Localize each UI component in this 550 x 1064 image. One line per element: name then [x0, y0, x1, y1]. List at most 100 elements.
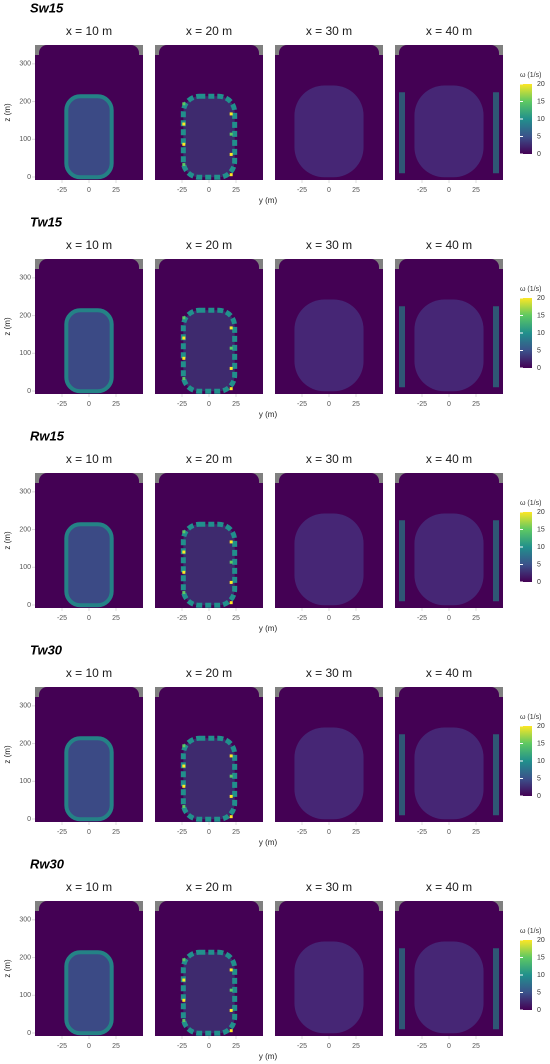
- speck: [182, 377, 186, 381]
- x-tick-label: 25: [352, 187, 360, 194]
- x-tick-label: 25: [112, 1043, 120, 1050]
- plume: [414, 299, 484, 392]
- x-tick-label: -25: [417, 401, 427, 408]
- speck: [182, 998, 186, 1002]
- edge: [493, 306, 499, 388]
- colorbar-tick-label: 15: [537, 954, 545, 961]
- plume: [64, 736, 114, 822]
- panel-title: x = 30 m: [306, 24, 352, 38]
- panel-title: x = 20 m: [186, 24, 232, 38]
- plume: [64, 308, 114, 394]
- panel-title: x = 10 m: [66, 880, 112, 894]
- x-tick-label: 0: [327, 187, 331, 194]
- y-tick-label: 100: [19, 992, 31, 999]
- plume: [294, 941, 364, 1034]
- x-axis-label: y (m): [259, 838, 278, 847]
- x-tick-label: 25: [232, 401, 240, 408]
- y-tick-label: 200: [19, 740, 31, 747]
- colorbar-tick-label: 5: [537, 347, 541, 354]
- y-tick-label: 0: [27, 1030, 31, 1037]
- x-tick-label: 0: [447, 615, 451, 622]
- x-tick-label: -25: [57, 1043, 67, 1050]
- speck: [182, 1019, 186, 1023]
- x-tick-label: 25: [352, 401, 360, 408]
- x-tick-label: -25: [297, 615, 307, 622]
- plume: [180, 307, 238, 394]
- y-tick-label: 300: [19, 489, 31, 496]
- speck: [229, 560, 233, 564]
- speck: [182, 570, 186, 574]
- x-tick-label: 0: [207, 615, 211, 622]
- y-axis-label: z (m): [3, 531, 12, 550]
- x-tick-label: 0: [87, 829, 91, 836]
- colorbar-title: ω (1/s): [520, 72, 541, 79]
- y-tick-label: 0: [27, 816, 31, 823]
- panel-title: x = 30 m: [306, 452, 352, 466]
- panel-title: x = 40 m: [426, 452, 472, 466]
- plume: [414, 85, 484, 178]
- colorbar-tick-label: 15: [537, 312, 545, 319]
- panel-title: x = 20 m: [186, 880, 232, 894]
- speck: [229, 815, 233, 819]
- x-axis-label: y (m): [259, 196, 278, 205]
- x-tick-label: -25: [417, 615, 427, 622]
- y-tick-label: 200: [19, 954, 31, 961]
- colorbar-tick-label: 0: [537, 579, 541, 586]
- x-tick-label: 25: [112, 401, 120, 408]
- edge: [399, 92, 405, 174]
- colorbar-title: ω (1/s): [520, 714, 541, 721]
- x-tick-label: -25: [177, 615, 187, 622]
- y-tick-label: 100: [19, 564, 31, 571]
- plume: [414, 513, 484, 606]
- speck: [182, 336, 186, 340]
- x-axis-label: y (m): [259, 410, 278, 419]
- colorbar-tick-label: 20: [537, 723, 545, 730]
- colorbar-tick-label: 15: [537, 98, 545, 105]
- panel-title: x = 20 m: [186, 666, 232, 680]
- colorbar-tick-label: 15: [537, 740, 545, 747]
- colorbar-tick-label: 10: [537, 758, 545, 765]
- x-tick-label: -25: [177, 829, 187, 836]
- speck: [229, 326, 233, 330]
- speck: [182, 744, 186, 748]
- plume: [64, 522, 114, 608]
- colorbar-tick-label: 5: [537, 989, 541, 996]
- x-tick-label: -25: [297, 1043, 307, 1050]
- y-axis-label: z (m): [3, 745, 12, 764]
- x-tick-label: 0: [87, 187, 91, 194]
- x-axis-label: y (m): [259, 624, 278, 633]
- speck: [182, 163, 186, 167]
- x-tick-label: 0: [207, 1043, 211, 1050]
- panel-title: x = 30 m: [306, 238, 352, 252]
- edge: [399, 734, 405, 816]
- colorbar-tick-label: 10: [537, 116, 545, 123]
- speck: [182, 316, 186, 320]
- x-tick-label: 25: [112, 187, 120, 194]
- x-tick-label: 25: [232, 615, 240, 622]
- x-tick-label: 0: [87, 615, 91, 622]
- x-tick-label: -25: [297, 187, 307, 194]
- x-tick-label: 25: [352, 1043, 360, 1050]
- y-tick-label: 300: [19, 917, 31, 924]
- speck: [182, 784, 186, 788]
- x-tick-label: -25: [177, 1043, 187, 1050]
- speck: [182, 764, 186, 768]
- x-tick-label: 0: [327, 829, 331, 836]
- colorbar-title: ω (1/s): [520, 500, 541, 507]
- colorbar-tick-label: 20: [537, 81, 545, 88]
- x-axis-label: y (m): [259, 1052, 278, 1061]
- plume: [64, 94, 114, 180]
- speck: [229, 346, 233, 350]
- panel-title: x = 10 m: [66, 238, 112, 252]
- row-title: Tw30: [30, 642, 63, 657]
- speck: [182, 530, 186, 534]
- y-tick-label: 300: [19, 703, 31, 710]
- x-tick-label: 25: [112, 615, 120, 622]
- x-tick-label: 0: [87, 1043, 91, 1050]
- x-tick-label: 25: [352, 829, 360, 836]
- x-tick-label: 25: [352, 615, 360, 622]
- speck: [229, 112, 233, 116]
- x-tick-label: -25: [417, 1043, 427, 1050]
- speck: [229, 580, 233, 584]
- panel-title: x = 40 m: [426, 666, 472, 680]
